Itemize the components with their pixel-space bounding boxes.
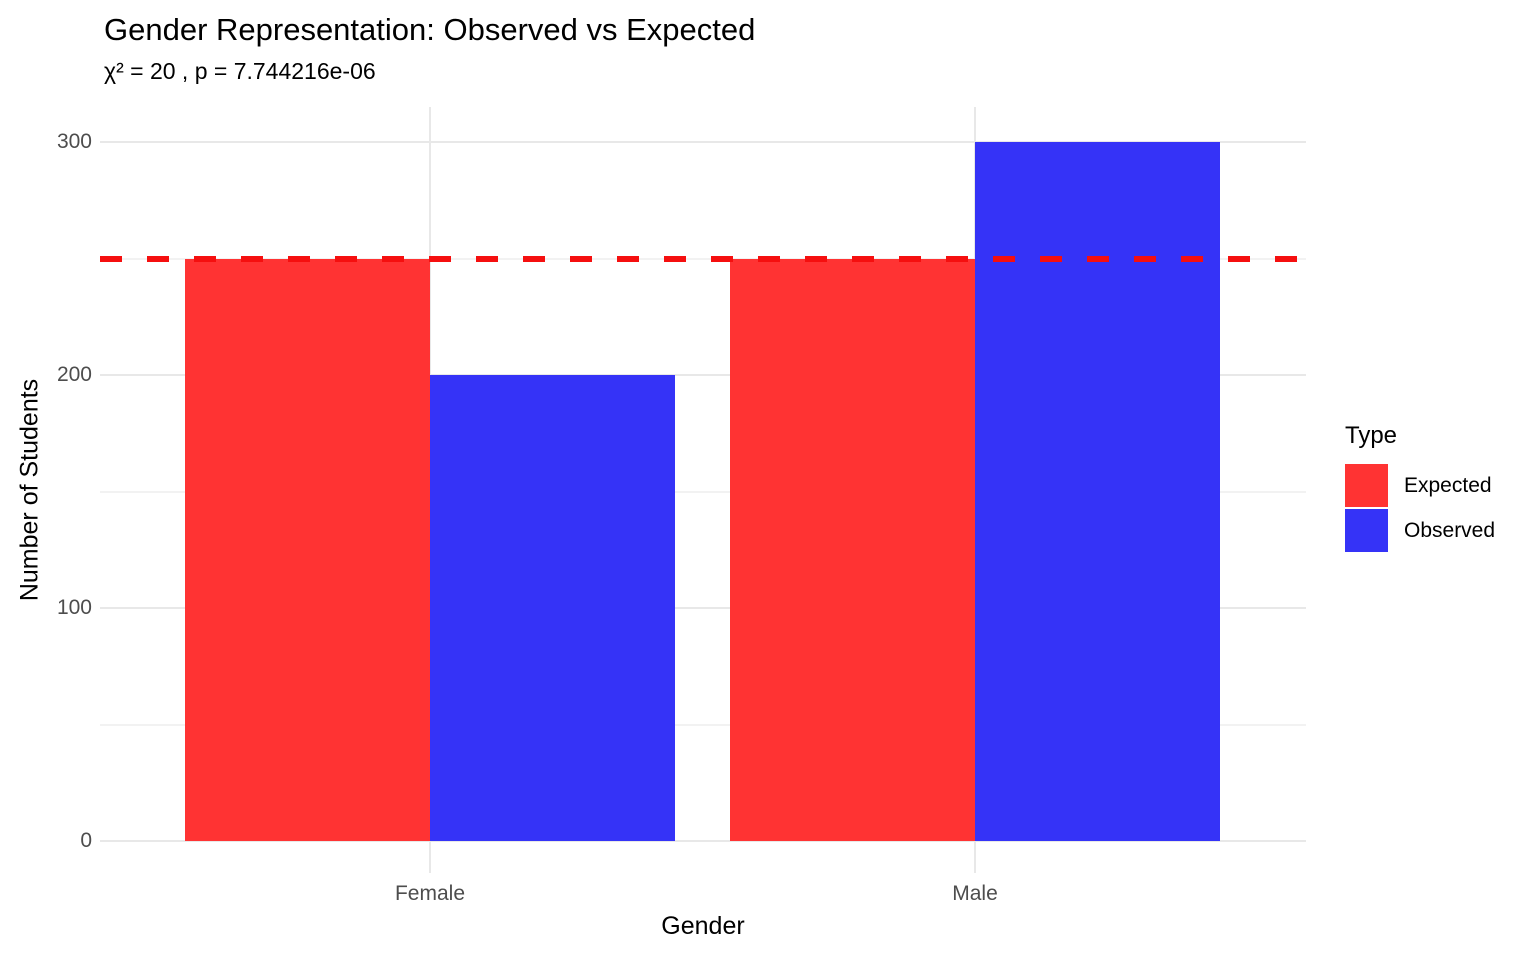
y-tick-label: 0 (80, 829, 92, 852)
legend-label: Expected (1404, 473, 1492, 497)
gridline-major (100, 141, 1306, 143)
y-axis-title: Number of Students (15, 378, 44, 602)
bar-observed-male (975, 142, 1220, 841)
bar-observed-female (430, 375, 675, 841)
bar-expected-male (730, 258, 975, 841)
legend-item: Expected (1345, 464, 1495, 507)
legend-swatch (1345, 509, 1388, 552)
legend-title: Type (1345, 422, 1398, 449)
y-tick-label: 300 (56, 130, 92, 153)
x-tick-label: Male (952, 882, 998, 905)
legend-items: Expected Observed (1345, 464, 1495, 552)
y-tick-label: 200 (56, 363, 92, 386)
x-tick-label: Female (394, 882, 466, 905)
gridline-minor (100, 723, 1306, 726)
gridline-major (100, 607, 1306, 609)
x-axis-title: Gender (661, 912, 745, 940)
y-tick-label: 100 (56, 596, 92, 619)
plot-area (100, 107, 1306, 873)
legend-label: Observed (1404, 518, 1496, 542)
legend-item: Observed (1345, 509, 1495, 552)
legend: Type Expected Observed (1345, 422, 1495, 554)
expected-reference-line (100, 255, 1306, 262)
chart-subtitle: χ² = 20 , p = 7.744216e-06 (104, 58, 376, 84)
gridline-major (100, 374, 1306, 376)
chart-title: Gender Representation: Observed vs Expec… (104, 12, 756, 47)
gridline-minor (100, 490, 1306, 493)
bar-expected-female (185, 258, 430, 841)
gridline-major (100, 840, 1306, 842)
legend-swatch (1345, 464, 1388, 507)
